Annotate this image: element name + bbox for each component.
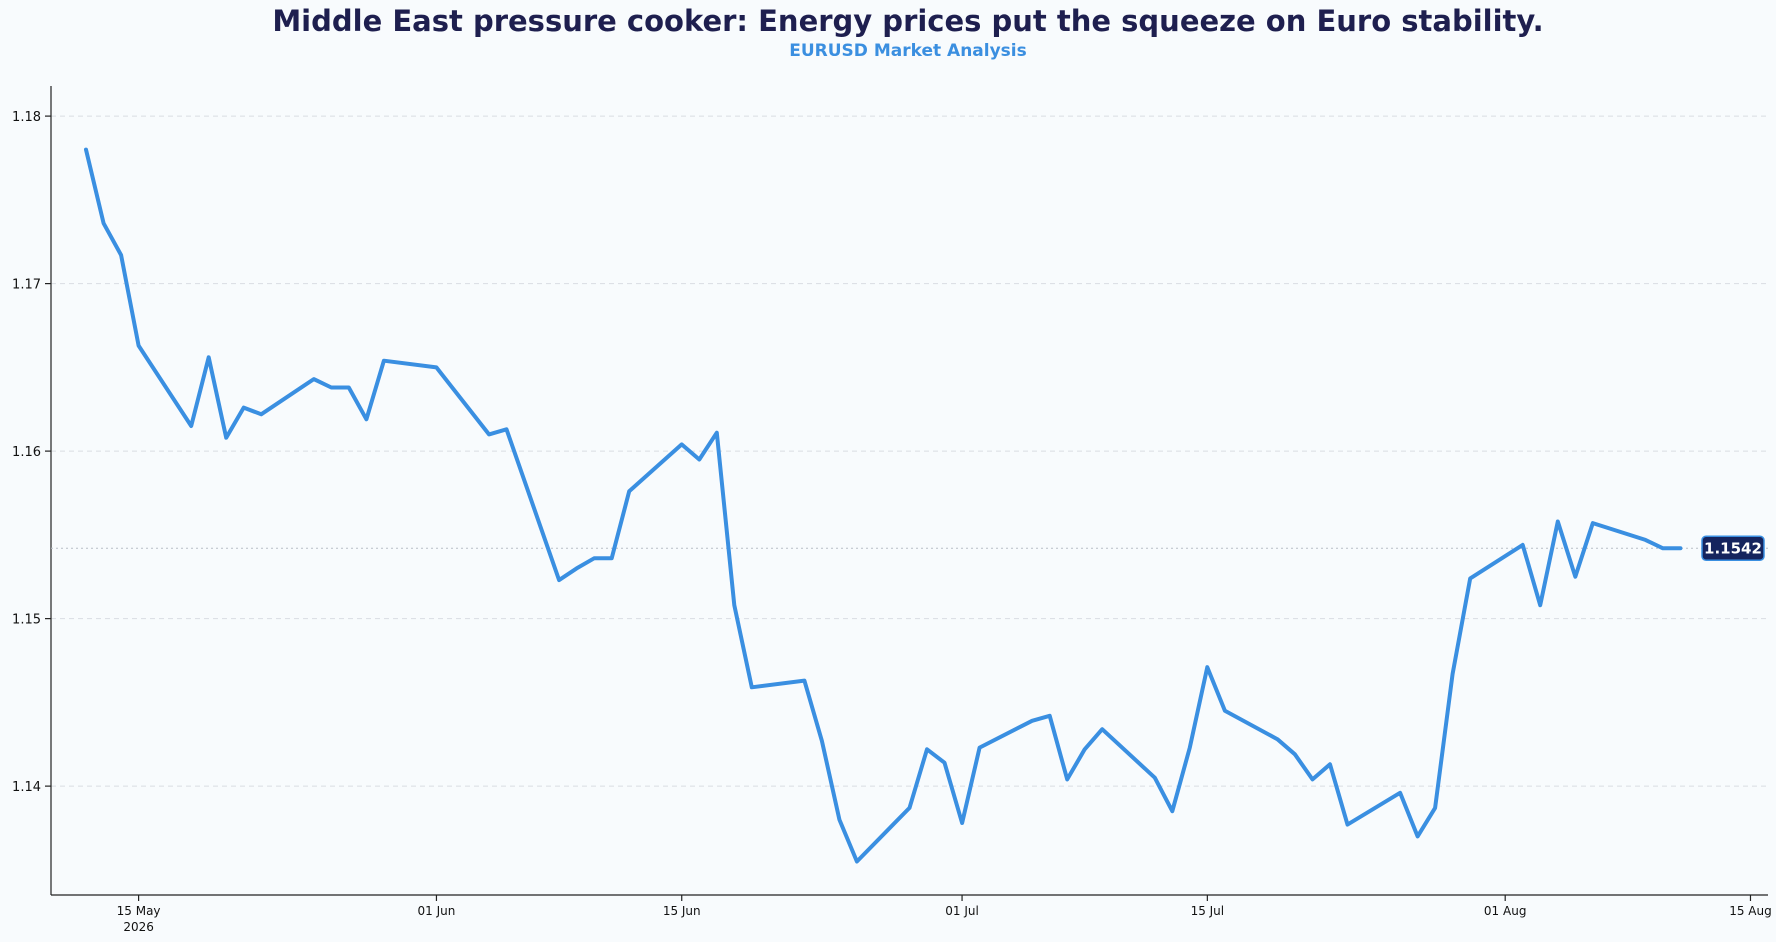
y-tick-label: 1.14 bbox=[12, 780, 41, 795]
chart-title: Middle East pressure cooker: Energy pric… bbox=[272, 4, 1544, 38]
x-tick-label: 15 Aug bbox=[1729, 904, 1772, 918]
x-tick-label: 01 Jun bbox=[418, 904, 456, 918]
x-tick-label: 15 May bbox=[117, 904, 161, 918]
x-tick-label: 15 Jun bbox=[663, 904, 701, 918]
grid-lines bbox=[51, 115, 1768, 787]
last-value-badge: 1.1542 bbox=[1701, 535, 1765, 562]
x-tick-label: 01 Jul bbox=[945, 904, 979, 918]
last-value-badge-box bbox=[1701, 535, 1765, 562]
x-tick-sublabel: 2026 bbox=[123, 920, 154, 934]
x-tick-label: 01 Aug bbox=[1484, 904, 1527, 918]
y-tick-label: 1.17 bbox=[12, 278, 41, 293]
axes bbox=[50, 86, 1768, 896]
y-tick-label: 1.16 bbox=[12, 445, 41, 460]
last-value-badge-label: 1.1542 bbox=[1704, 539, 1762, 557]
x-axis-ticks: 15 May 2026 01 Jun 15 Jun 01 Jul 15 Jul 01 Aug… bbox=[117, 895, 1772, 934]
chart-subtitle: EURUSD Market Analysis bbox=[789, 41, 1027, 61]
x-tick-label: 15 Jul bbox=[1191, 904, 1225, 918]
y-tick-label: 1.15 bbox=[12, 613, 41, 628]
y-tick-label: 1.18 bbox=[12, 110, 41, 125]
eurusd-series-line bbox=[84, 147, 1683, 864]
y-axis-ticks: 1.14 1.15 1.16 1.17 1.18 bbox=[12, 110, 51, 795]
series bbox=[51, 147, 1768, 864]
